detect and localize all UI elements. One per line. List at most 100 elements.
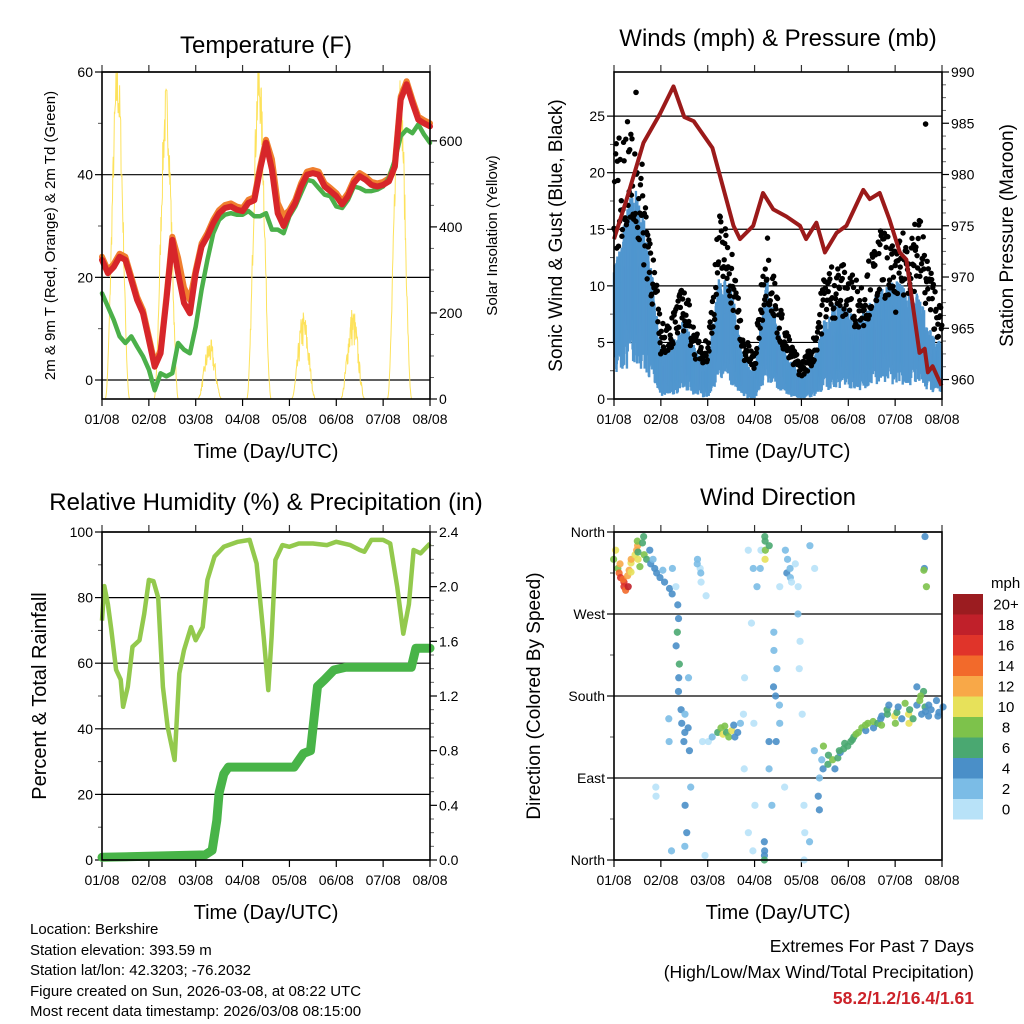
gust-point — [902, 276, 908, 282]
gust-point — [706, 348, 712, 354]
x-tick-label: 01/08 — [84, 411, 119, 427]
gust-point — [703, 352, 709, 359]
gust-point — [683, 312, 689, 318]
y-right-tick-label: 965 — [951, 320, 975, 336]
gust-point — [849, 272, 856, 278]
x-tick-label: 06/08 — [319, 872, 354, 888]
gust-point — [655, 306, 662, 312]
created-text: Figure created on Sun, 2026-03-08, at 08… — [30, 982, 362, 1000]
direction-point — [909, 715, 917, 723]
gust-point — [842, 311, 849, 318]
direction-point — [768, 801, 776, 809]
gust-point — [670, 341, 676, 347]
direction-point — [693, 560, 701, 568]
gust-point — [654, 288, 660, 294]
x-tick-label: 05/08 — [272, 872, 307, 888]
relative-humidity-line — [99, 537, 432, 763]
x-tick-label: 03/08 — [690, 872, 725, 888]
direction-point — [920, 566, 928, 574]
legend-swatch — [953, 778, 983, 799]
y-right-tick-label: 990 — [951, 64, 975, 80]
gust-point — [713, 284, 719, 291]
gust-point — [832, 315, 838, 321]
gust-point — [931, 326, 938, 332]
gust-point — [859, 315, 865, 321]
plot-frame — [101, 71, 431, 400]
y-right-tick-label: 1.2 — [439, 688, 459, 704]
gust-point — [752, 360, 759, 367]
direction-point — [612, 546, 620, 554]
y-tick-label: 25 — [589, 108, 605, 124]
gust-point — [831, 305, 837, 311]
x-tick-label: 06/08 — [831, 872, 866, 888]
y-tick-label: 10 — [589, 278, 605, 294]
direction-point — [831, 765, 839, 773]
direction-point — [771, 692, 780, 700]
legend-label: 8 — [1002, 719, 1010, 736]
y-tick-label: 0 — [597, 391, 605, 407]
y-tick-label: 80 — [77, 590, 93, 606]
direction-point — [878, 712, 886, 720]
gust-point — [726, 288, 732, 294]
direction-point — [772, 737, 780, 746]
direction-point — [665, 715, 673, 723]
gust-point — [866, 258, 872, 264]
x-axis-label: Time (Day/UTC) — [706, 902, 851, 924]
gust-point — [724, 244, 731, 251]
direction-point — [698, 737, 707, 746]
direction-point — [806, 542, 814, 550]
direction-point — [638, 539, 647, 547]
gust-point — [900, 230, 906, 236]
gust-point — [860, 322, 867, 329]
gust-point — [704, 357, 711, 363]
direction-point — [687, 783, 695, 791]
direction-point — [730, 721, 738, 729]
direction-point — [913, 683, 921, 691]
gust-point — [713, 291, 720, 297]
gust-point — [885, 234, 891, 240]
x-tick-label: 08/08 — [412, 411, 447, 427]
gust-point — [876, 286, 883, 293]
gust-point — [786, 337, 793, 343]
legend-swatch — [953, 635, 983, 656]
gust-point — [660, 320, 666, 327]
gust-point — [741, 343, 747, 349]
gust-point — [634, 224, 641, 231]
direction-point — [636, 563, 644, 571]
location-text: Location: Berkshire — [30, 921, 159, 938]
gust-point — [636, 236, 643, 243]
gust-point — [711, 316, 718, 323]
gust-point — [903, 244, 909, 251]
gust-point — [897, 264, 903, 270]
direction-point — [781, 546, 789, 554]
direction-point — [672, 583, 680, 591]
gust-point — [613, 141, 619, 147]
legend-swatch — [953, 717, 983, 738]
gust-point — [917, 273, 923, 280]
gust-point — [759, 317, 766, 323]
gust-point — [696, 338, 702, 345]
gust-point — [751, 365, 757, 371]
direction-point — [776, 719, 784, 727]
direction-point — [683, 829, 691, 837]
y-axis-label-right: Solar Insolation (Yellow) — [484, 155, 501, 315]
gust-point — [691, 352, 698, 358]
gust-point — [728, 265, 735, 272]
x-tick-label: 07/08 — [366, 872, 401, 888]
gust-point — [657, 339, 663, 346]
gust-point — [644, 276, 650, 282]
gust-point — [873, 297, 880, 304]
elevation-text: Station elevation: 393.59 m — [30, 941, 212, 959]
gust-point — [924, 258, 930, 264]
x-tick-label: 03/08 — [178, 411, 213, 427]
legend-swatch — [953, 594, 983, 615]
gust-point — [843, 302, 849, 308]
gust-point — [623, 136, 629, 142]
x-axis-label: Time (Day/UTC) — [194, 902, 339, 924]
y-right-tick-label: 0.4 — [439, 797, 459, 813]
plot-frame — [613, 531, 943, 861]
direction-point — [893, 708, 901, 717]
gust-point — [883, 244, 889, 251]
gust-point — [935, 333, 942, 340]
